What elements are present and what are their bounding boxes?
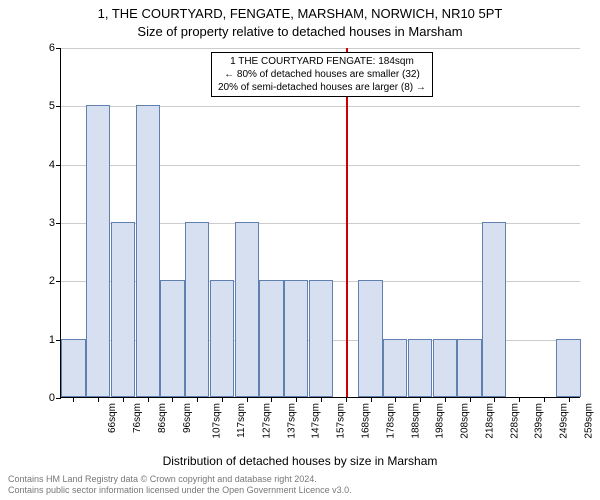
y-tick-label: 5 <box>49 100 55 112</box>
y-tick-label: 4 <box>49 159 55 171</box>
x-tick-mark <box>296 397 297 402</box>
x-tick-label: 188sqm <box>410 403 421 439</box>
x-tick-label: 96sqm <box>182 403 193 433</box>
x-tick-mark <box>73 397 74 402</box>
footer-attribution: Contains HM Land Registry data © Crown c… <box>8 474 352 496</box>
histogram-bar <box>358 280 382 397</box>
chart-container: 1, THE COURTYARD, FENGATE, MARSHAM, NORW… <box>0 0 600 500</box>
annotation-line3: 20% of semi-detached houses are larger (… <box>218 81 426 94</box>
x-axis-label: Distribution of detached houses by size … <box>0 454 600 468</box>
histogram-bar <box>61 339 85 397</box>
histogram-bar <box>284 280 308 397</box>
plot-area: 012345666sqm76sqm86sqm96sqm107sqm117sqm1… <box>60 48 580 398</box>
histogram-bar <box>160 280 184 397</box>
y-tick-label: 3 <box>49 217 55 229</box>
x-tick-mark <box>172 397 173 402</box>
x-tick-label: 239sqm <box>534 403 545 439</box>
x-tick-mark <box>222 397 223 402</box>
x-tick-mark <box>123 397 124 402</box>
x-tick-mark <box>98 397 99 402</box>
x-tick-mark <box>197 397 198 402</box>
x-tick-label: 228sqm <box>509 403 520 439</box>
histogram-bar <box>457 339 481 397</box>
histogram-bar <box>556 339 580 397</box>
x-tick-label: 208sqm <box>460 403 471 439</box>
x-tick-mark <box>271 397 272 402</box>
x-tick-mark <box>519 397 520 402</box>
x-tick-mark <box>420 397 421 402</box>
y-tick-mark <box>56 281 61 282</box>
property-marker-line <box>346 48 348 397</box>
y-tick-label: 2 <box>49 275 55 287</box>
x-tick-label: 127sqm <box>262 403 273 439</box>
x-tick-mark <box>544 397 545 402</box>
y-tick-mark <box>56 398 61 399</box>
histogram-bar <box>210 280 234 397</box>
x-tick-mark <box>470 397 471 402</box>
histogram-bar <box>482 222 506 397</box>
x-tick-label: 66sqm <box>107 403 118 433</box>
annotation-line1: 1 THE COURTYARD FENGATE: 184sqm <box>218 55 426 68</box>
x-tick-label: 168sqm <box>361 403 372 439</box>
histogram-bar <box>185 222 209 397</box>
x-tick-label: 107sqm <box>212 403 223 439</box>
annotation-box: 1 THE COURTYARD FENGATE: 184sqm ← 80% of… <box>211 52 433 97</box>
x-tick-label: 137sqm <box>286 403 297 439</box>
histogram-bar <box>433 339 457 397</box>
histogram-bar <box>86 105 110 397</box>
y-tick-mark <box>56 223 61 224</box>
footer-line2: Contains public sector information licen… <box>8 485 352 496</box>
histogram-bar <box>383 339 407 397</box>
histogram-bar <box>408 339 432 397</box>
x-tick-label: 218sqm <box>484 403 495 439</box>
x-tick-label: 117sqm <box>236 403 247 438</box>
x-tick-mark <box>371 397 372 402</box>
y-tick-label: 6 <box>49 42 55 54</box>
x-tick-mark <box>569 397 570 402</box>
x-tick-mark <box>445 397 446 402</box>
histogram-bar <box>235 222 259 397</box>
x-tick-mark <box>395 397 396 402</box>
x-tick-label: 178sqm <box>385 403 396 439</box>
x-tick-label: 259sqm <box>583 403 594 439</box>
footer-line1: Contains HM Land Registry data © Crown c… <box>8 474 352 485</box>
x-tick-label: 147sqm <box>311 403 322 439</box>
x-tick-mark <box>321 397 322 402</box>
chart-title-line2: Size of property relative to detached ho… <box>0 24 600 39</box>
histogram-bar <box>309 280 333 397</box>
x-tick-label: 157sqm <box>336 403 347 439</box>
y-tick-label: 1 <box>49 334 55 346</box>
x-tick-label: 86sqm <box>157 403 168 433</box>
histogram-bar <box>136 105 160 397</box>
gridline <box>61 48 580 49</box>
chart-title-line1: 1, THE COURTYARD, FENGATE, MARSHAM, NORW… <box>0 6 600 21</box>
y-tick-mark <box>56 48 61 49</box>
x-tick-mark <box>346 397 347 402</box>
x-tick-mark <box>494 397 495 402</box>
y-tick-mark <box>56 165 61 166</box>
y-tick-mark <box>56 106 61 107</box>
y-tick-label: 0 <box>49 392 55 404</box>
histogram-bar <box>111 222 135 397</box>
x-tick-mark <box>148 397 149 402</box>
x-tick-mark <box>247 397 248 402</box>
annotation-line2: ← 80% of detached houses are smaller (32… <box>218 68 426 81</box>
x-tick-label: 249sqm <box>559 403 570 439</box>
histogram-bar <box>259 280 283 397</box>
x-tick-label: 76sqm <box>132 403 143 433</box>
x-tick-label: 198sqm <box>435 403 446 439</box>
